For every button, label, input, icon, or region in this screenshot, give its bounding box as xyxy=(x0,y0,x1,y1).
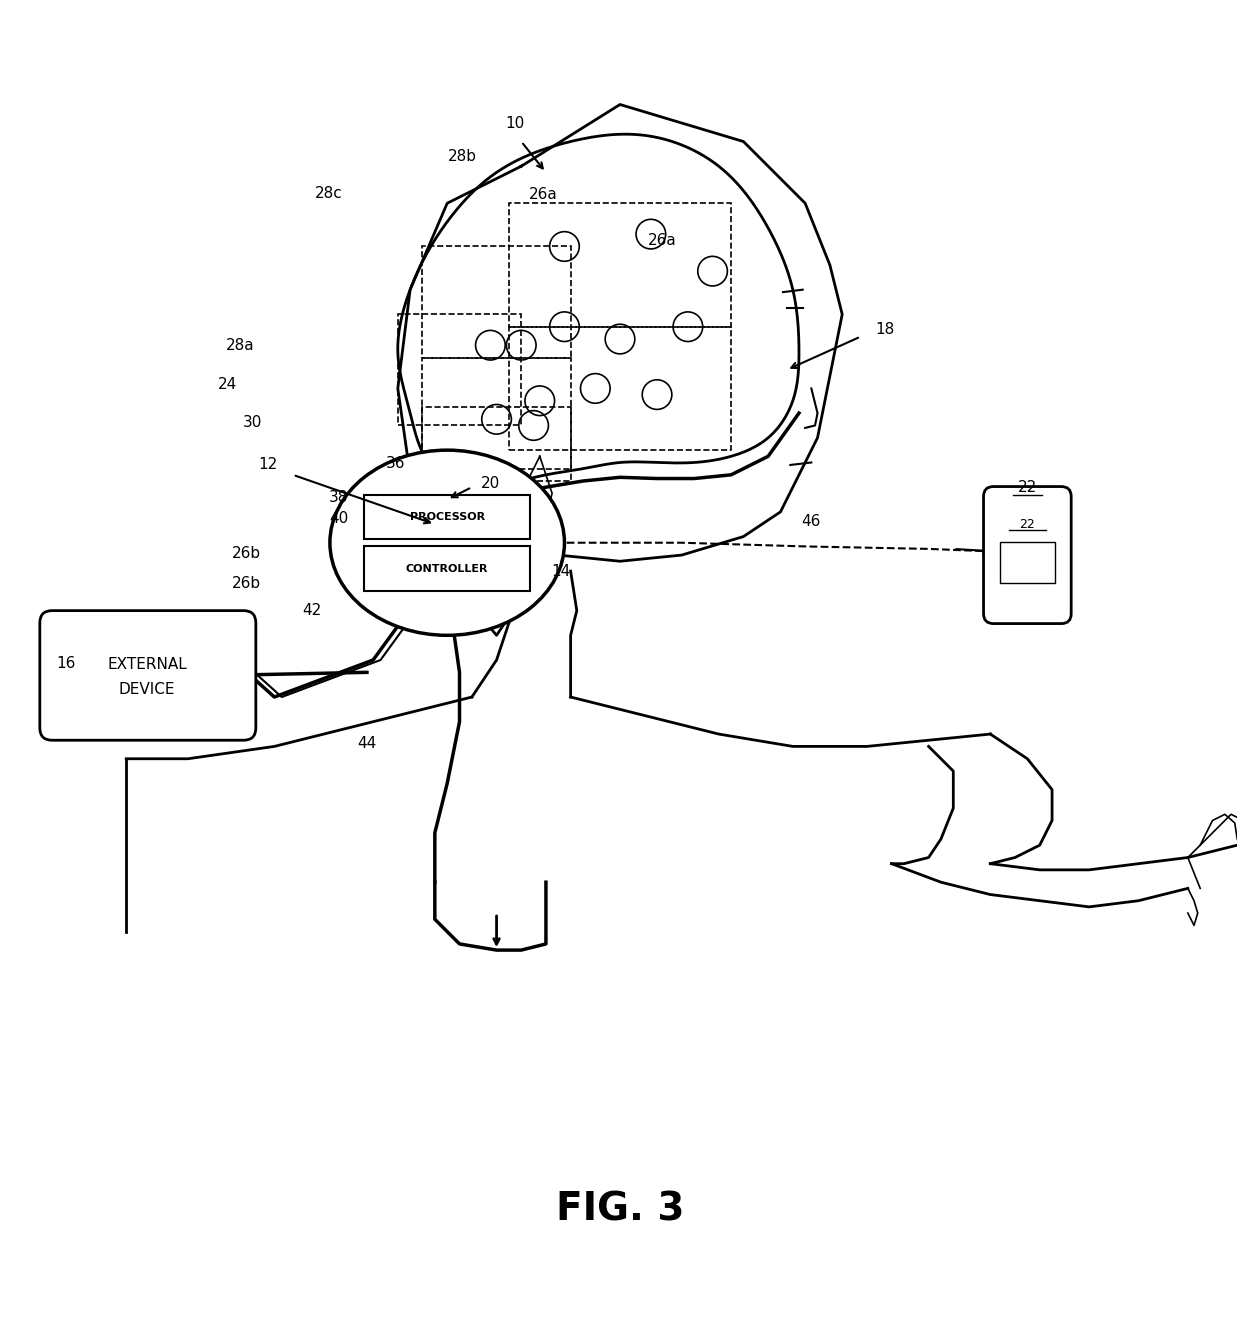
Text: 10: 10 xyxy=(506,116,525,131)
Text: 28c: 28c xyxy=(315,186,342,201)
Text: 26a: 26a xyxy=(529,187,558,202)
Text: 44: 44 xyxy=(357,737,377,751)
Text: 26b: 26b xyxy=(232,546,260,561)
Text: 36: 36 xyxy=(386,457,405,471)
Text: 12: 12 xyxy=(259,458,278,473)
Text: 28a: 28a xyxy=(226,338,254,352)
Text: 20: 20 xyxy=(481,477,500,491)
FancyBboxPatch shape xyxy=(365,546,529,591)
Text: FIG. 3: FIG. 3 xyxy=(556,1191,684,1229)
Text: 26b: 26b xyxy=(232,576,260,591)
Text: 26a: 26a xyxy=(647,232,676,248)
Text: CONTROLLER: CONTROLLER xyxy=(405,564,489,574)
Text: 22: 22 xyxy=(1019,517,1035,531)
Ellipse shape xyxy=(330,450,564,635)
FancyBboxPatch shape xyxy=(365,495,529,539)
Text: PROCESSOR: PROCESSOR xyxy=(409,512,485,521)
Text: 14: 14 xyxy=(551,564,570,578)
Text: DEVICE: DEVICE xyxy=(119,682,175,697)
FancyBboxPatch shape xyxy=(40,611,255,741)
Text: 40: 40 xyxy=(329,511,348,525)
Text: 16: 16 xyxy=(56,656,76,671)
Text: 18: 18 xyxy=(875,322,895,337)
Text: 24: 24 xyxy=(218,378,237,392)
Text: 22: 22 xyxy=(1018,479,1037,495)
Text: 46: 46 xyxy=(801,515,821,529)
Text: 28b: 28b xyxy=(448,149,476,164)
Text: 42: 42 xyxy=(301,603,321,618)
Text: 30: 30 xyxy=(243,416,262,430)
FancyBboxPatch shape xyxy=(983,487,1071,623)
Text: 38: 38 xyxy=(329,490,348,504)
Text: EXTERNAL: EXTERNAL xyxy=(108,657,187,672)
